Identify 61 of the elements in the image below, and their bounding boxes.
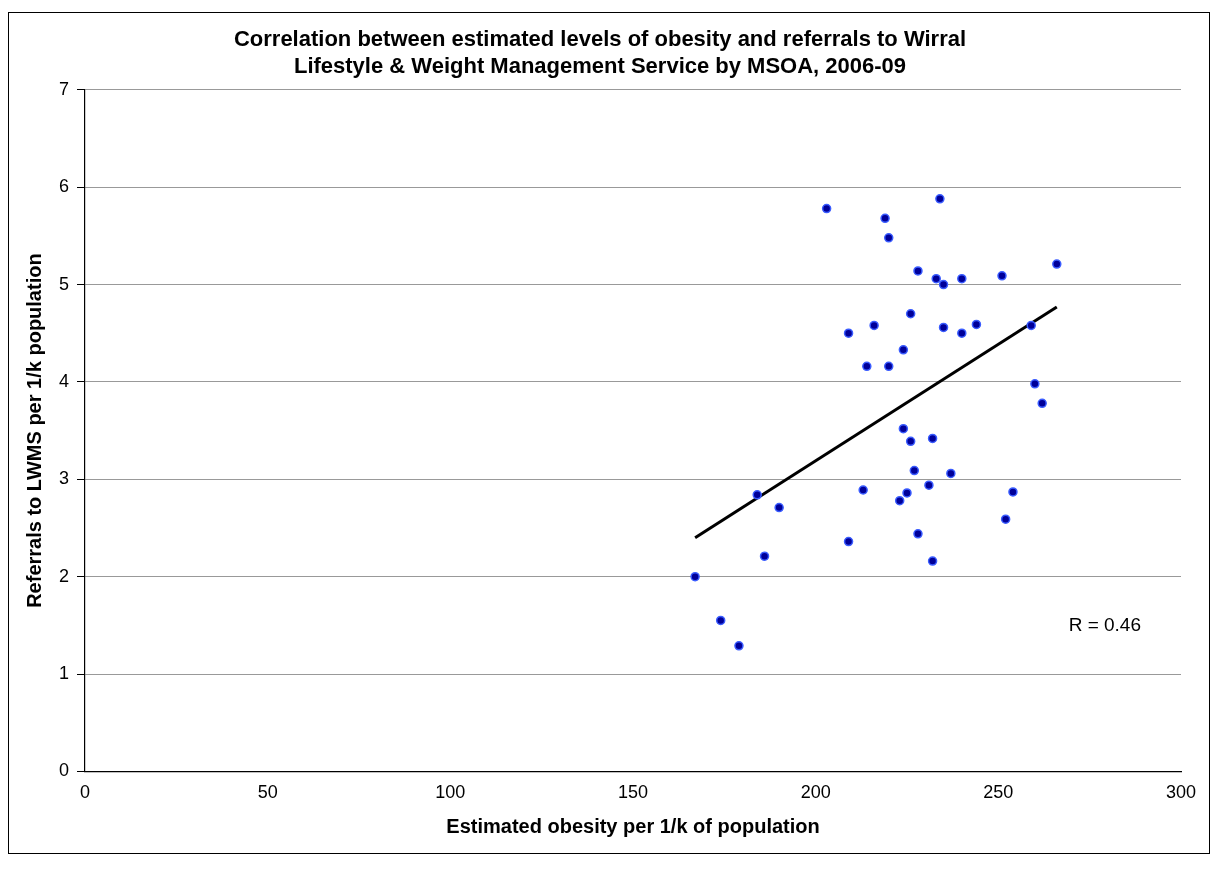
point (1052, 259, 1062, 269)
y-tick-label: 2 (59, 565, 70, 586)
point (927, 433, 938, 444)
chart-title: Correlation between estimated levels of obesity and referrals to Wirral Lifestyle & Weight Management Service by MSOA, 2006-09 (233, 26, 967, 78)
point (1008, 487, 1018, 497)
point (752, 490, 762, 500)
y-tick-label: 7 (59, 78, 70, 99)
point (946, 468, 956, 479)
point (924, 480, 934, 490)
point (902, 488, 912, 498)
point (905, 309, 916, 319)
point (869, 320, 879, 331)
point (821, 203, 832, 214)
point (913, 529, 923, 539)
point (843, 536, 854, 547)
point (957, 273, 967, 284)
y-tick-label: 5 (59, 273, 70, 294)
y-tick-label: 6 (59, 176, 70, 197)
point (858, 485, 868, 495)
point (1026, 320, 1036, 331)
point (894, 495, 905, 506)
x-tick-label: 250 (983, 782, 1014, 803)
point (759, 551, 770, 561)
x-tick-label: 50 (257, 782, 278, 803)
point (690, 571, 700, 582)
x-tick-label: 0 (80, 782, 91, 803)
point (913, 266, 923, 276)
point (862, 361, 872, 372)
x-tick-label: 150 (617, 782, 649, 803)
point (971, 319, 982, 330)
x-tick-label: 100 (435, 782, 466, 803)
x-tick-label: 300 (1165, 782, 1197, 803)
point (734, 641, 744, 651)
y-tick-label: 4 (59, 370, 70, 391)
point (997, 271, 1007, 281)
point (880, 213, 890, 224)
point (843, 328, 854, 338)
point (935, 194, 945, 204)
x-tick-label: 200 (800, 782, 831, 803)
y-tick-label: 3 (59, 468, 70, 489)
point (1000, 514, 1011, 524)
point (715, 615, 726, 626)
point (898, 423, 909, 434)
annotation: R = 0.46 (1068, 613, 1141, 635)
y-tick-label: 0 (59, 760, 70, 781)
point (938, 279, 949, 290)
point (898, 345, 909, 355)
point (938, 322, 949, 333)
point (883, 233, 894, 243)
y-tick-label: 1 (59, 663, 70, 683)
point (957, 328, 967, 338)
x-axis-title: Estimated obesity per 1/k of population (446, 814, 820, 837)
point (883, 361, 894, 372)
point (774, 502, 784, 513)
point (931, 273, 941, 284)
point (909, 465, 920, 476)
y-axis-title: Referrals to LWMS per 1/k population (22, 253, 45, 608)
point (1037, 398, 1047, 409)
point (1030, 379, 1040, 389)
point (905, 436, 916, 447)
point (927, 556, 938, 566)
